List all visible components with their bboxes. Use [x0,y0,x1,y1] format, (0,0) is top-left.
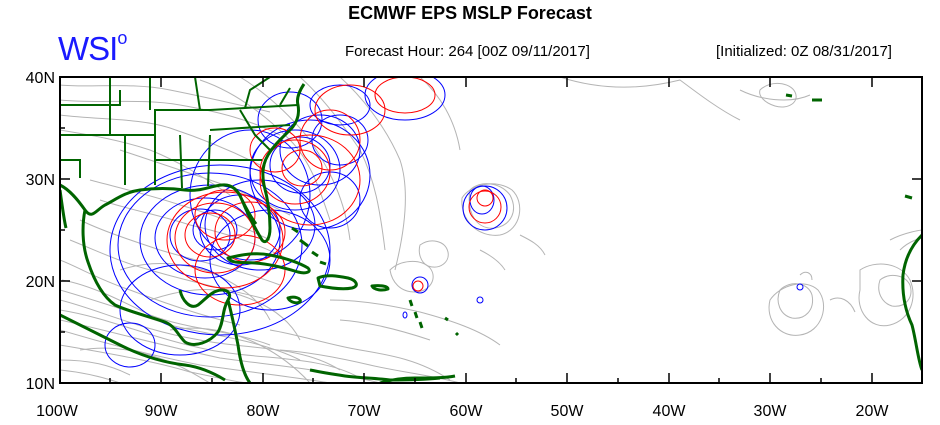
map-plot-area [60,77,922,383]
lon-label-90w: 90W [145,403,179,420]
lon-label-40w: 40W [653,403,687,420]
forecast-hour-label: Forecast Hour: 264 [00Z 09/11/2017] [345,43,590,60]
lon-label-80w: 80W [247,403,281,420]
lon-label-70w: 70W [348,403,382,420]
lon-label-50w: 50W [551,403,585,420]
lon-label-20w: 20W [856,403,890,420]
tick-marks [59,76,922,384]
state-borders [60,77,299,189]
initialized-label: [Initialized: 0Z 08/31/2017] [716,43,892,60]
lat-label-20n: 20N [26,274,55,291]
ensemble-isobars [60,77,922,383]
wsi-logo: WSIo [58,28,127,68]
lat-label-30n: 30N [26,172,55,189]
chart-title: ECMWF EPS MSLP Forecast [348,3,592,23]
lon-label-30w: 30W [754,403,788,420]
logo-degree: o [117,28,127,48]
lon-label-60w: 60W [450,403,484,420]
lat-label-40n: 40N [26,70,55,87]
lon-label-100w: 100W [36,403,79,420]
plot-frame [59,76,923,384]
logo-text: WSI [58,30,118,67]
lat-label-10n: 10N [26,376,55,393]
